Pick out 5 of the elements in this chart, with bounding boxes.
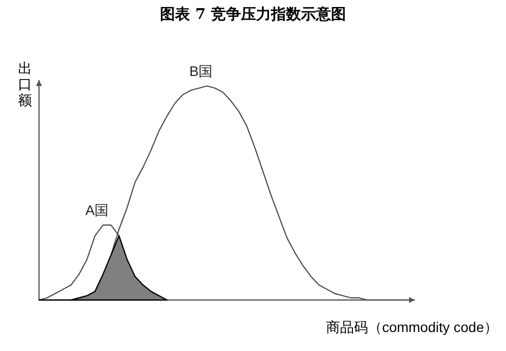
series-label: A国 bbox=[85, 202, 109, 218]
chart-title: 图表 7 竞争压力指数示意图 bbox=[160, 5, 346, 23]
y-axis-title: 出口额 bbox=[18, 60, 32, 108]
series-label: B国 bbox=[189, 63, 213, 79]
x-axis-title: 商品码（commodity code） bbox=[326, 319, 498, 335]
